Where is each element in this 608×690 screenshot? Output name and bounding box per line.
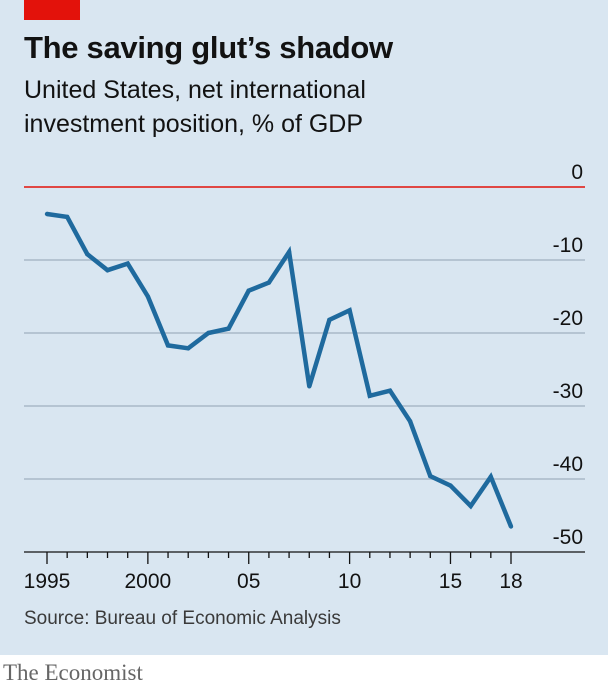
source-note: Source: Bureau of Economic Analysis bbox=[24, 608, 341, 629]
line-chart: 0 -10 -20 -30 -40 -50 1995 2000 05 10 15 18 bbox=[24, 161, 585, 593]
data-point bbox=[327, 317, 332, 323]
data-point bbox=[508, 524, 514, 529]
data-point bbox=[65, 214, 70, 220]
x-tick-label: 18 bbox=[499, 570, 522, 593]
y-tick-label: -30 bbox=[553, 380, 583, 403]
series-layer bbox=[44, 211, 514, 529]
x-tick-label: 10 bbox=[338, 570, 361, 593]
data-point bbox=[307, 384, 312, 389]
red-brand-tab bbox=[24, 0, 80, 20]
chart-panel bbox=[0, 0, 608, 655]
x-tick-label: 1995 bbox=[24, 570, 71, 593]
data-point bbox=[286, 249, 292, 255]
chart-title: The saving glut’s shadow bbox=[24, 30, 393, 65]
y-tick-label: -40 bbox=[553, 453, 583, 476]
data-point bbox=[428, 473, 433, 479]
data-point bbox=[387, 388, 393, 393]
y-tick-label: -50 bbox=[553, 526, 583, 549]
data-point bbox=[246, 288, 251, 293]
y-tick-label: -20 bbox=[553, 307, 583, 330]
data-point bbox=[347, 308, 352, 313]
publisher-logo: The Economist bbox=[3, 660, 143, 685]
data-point bbox=[125, 261, 130, 266]
data-point bbox=[206, 330, 211, 336]
x-tick-label: 05 bbox=[237, 570, 260, 593]
y-tick-labels: 0 -10 -20 -30 -40 -50 bbox=[553, 161, 583, 549]
data-point bbox=[105, 268, 110, 273]
data-point bbox=[266, 280, 272, 285]
x-axis: 1995 2000 05 10 15 18 bbox=[24, 552, 523, 593]
data-point bbox=[448, 483, 453, 488]
series-line bbox=[46, 211, 514, 528]
data-point bbox=[367, 393, 372, 398]
y-tick-label: -10 bbox=[553, 234, 583, 257]
data-point bbox=[186, 346, 191, 351]
data-point bbox=[85, 252, 90, 257]
gridlines bbox=[24, 186, 585, 553]
x-tick-label: 15 bbox=[439, 570, 462, 593]
x-tick-label: 2000 bbox=[125, 570, 172, 593]
data-point bbox=[488, 474, 493, 479]
data-point bbox=[44, 211, 50, 217]
data-point bbox=[145, 294, 151, 299]
chart-subtitle: United States, net international investm… bbox=[24, 76, 366, 138]
data-point bbox=[226, 326, 231, 331]
y-tick-label: 0 bbox=[571, 161, 583, 184]
data-point bbox=[468, 503, 473, 509]
data-point bbox=[407, 419, 413, 424]
data-point bbox=[165, 343, 171, 348]
